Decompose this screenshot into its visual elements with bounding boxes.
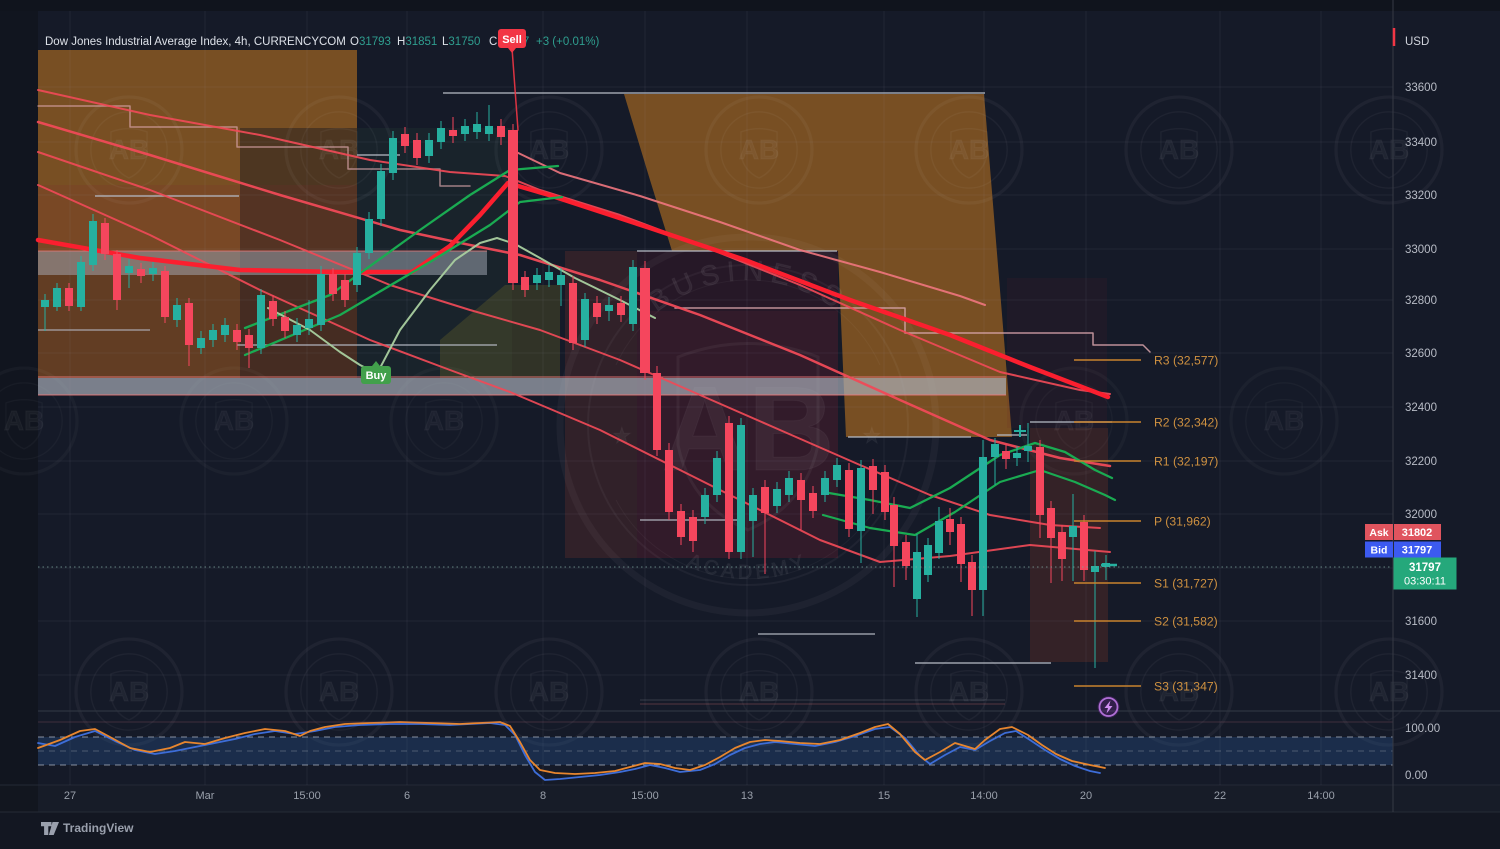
svg-text:AB: AB <box>1159 676 1199 707</box>
svg-text:0.00: 0.00 <box>1405 770 1427 782</box>
svg-text:AB: AB <box>1369 134 1409 165</box>
svg-text:AB: AB <box>949 134 989 165</box>
svg-text:Buy: Buy <box>366 370 388 382</box>
svg-text:32800: 32800 <box>1405 295 1437 307</box>
svg-text:S3 (31,347): S3 (31,347) <box>1154 680 1218 694</box>
svg-text:AB: AB <box>739 134 779 165</box>
svg-text:AB: AB <box>1369 676 1409 707</box>
svg-text:22: 22 <box>1214 790 1226 802</box>
svg-text:14:00: 14:00 <box>1307 790 1335 802</box>
svg-text:AB: AB <box>1159 134 1199 165</box>
svg-text:32600: 32600 <box>1405 348 1437 360</box>
svg-text:AB: AB <box>1264 405 1304 436</box>
svg-text:33400: 33400 <box>1405 137 1437 149</box>
svg-text:R3 (32,577): R3 (32,577) <box>1154 354 1218 368</box>
svg-text:S2 (31,582): S2 (31,582) <box>1154 615 1218 629</box>
svg-text:32000: 32000 <box>1405 509 1437 521</box>
svg-text:H31851: H31851 <box>397 36 437 48</box>
svg-text:USD: USD <box>1405 36 1429 48</box>
svg-text:★: ★ <box>612 423 632 448</box>
svg-text:Sell: Sell <box>502 34 522 46</box>
svg-text:AB: AB <box>109 676 149 707</box>
svg-text:6: 6 <box>404 790 410 802</box>
svg-text:33000: 33000 <box>1405 244 1437 256</box>
svg-text:32400: 32400 <box>1405 402 1437 414</box>
svg-text:L31750: L31750 <box>442 36 480 48</box>
svg-text:15:00: 15:00 <box>631 790 659 802</box>
svg-text:AB: AB <box>4 405 44 436</box>
svg-text:+3 (+0.01%): +3 (+0.01%) <box>536 36 599 48</box>
svg-text:100.00: 100.00 <box>1405 723 1440 735</box>
svg-text:Bid: Bid <box>1371 545 1388 557</box>
svg-text:AB: AB <box>529 676 569 707</box>
svg-text:33200: 33200 <box>1405 190 1437 202</box>
svg-text:27: 27 <box>64 790 76 802</box>
svg-text:33600: 33600 <box>1405 82 1437 94</box>
svg-text:31797: 31797 <box>1409 562 1441 574</box>
svg-text:S1 (31,727): S1 (31,727) <box>1154 577 1218 591</box>
svg-text:AB: AB <box>319 676 359 707</box>
svg-text:31797: 31797 <box>1402 545 1433 557</box>
svg-text:Ask: Ask <box>1369 527 1388 539</box>
svg-text:31802: 31802 <box>1402 527 1433 539</box>
svg-text:AB: AB <box>424 405 464 436</box>
svg-text:14:00: 14:00 <box>970 790 998 802</box>
svg-text:20: 20 <box>1080 790 1092 802</box>
svg-text:8: 8 <box>540 790 546 802</box>
svg-text:AB: AB <box>739 676 779 707</box>
svg-text:03:30:11: 03:30:11 <box>1404 576 1446 588</box>
svg-text:Mar: Mar <box>196 790 215 802</box>
svg-text:13: 13 <box>741 790 753 802</box>
svg-text:P (31,962): P (31,962) <box>1154 515 1211 529</box>
svg-text:Dow Jones Industrial Average I: Dow Jones Industrial Average Index, 4h, … <box>45 36 346 48</box>
svg-text:15:00: 15:00 <box>293 790 321 802</box>
svg-text:★: ★ <box>862 423 882 448</box>
svg-text:R2 (32,342): R2 (32,342) <box>1154 416 1218 430</box>
svg-text:TradingView: TradingView <box>63 821 134 835</box>
svg-text:31400: 31400 <box>1405 670 1437 682</box>
svg-text:AB: AB <box>214 405 254 436</box>
svg-text:AB: AB <box>1054 405 1094 436</box>
svg-text:15: 15 <box>878 790 890 802</box>
svg-text:AB: AB <box>949 676 989 707</box>
svg-text:O31793: O31793 <box>350 36 391 48</box>
svg-text:AB: AB <box>529 134 569 165</box>
svg-text:32200: 32200 <box>1405 456 1437 468</box>
svg-text:R1 (32,197): R1 (32,197) <box>1154 455 1218 469</box>
svg-text:31600: 31600 <box>1405 616 1437 628</box>
